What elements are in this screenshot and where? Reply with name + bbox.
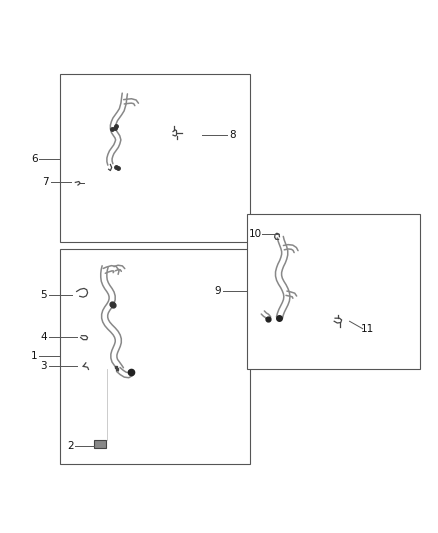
- Text: 6: 6: [31, 154, 38, 164]
- Bar: [60, 249, 250, 464]
- Text: 4: 4: [40, 332, 47, 342]
- Text: 10: 10: [248, 229, 261, 239]
- FancyBboxPatch shape: [94, 440, 106, 448]
- Text: 1: 1: [31, 351, 38, 361]
- Text: 2: 2: [67, 441, 74, 451]
- Bar: [60, 74, 250, 243]
- Text: 7: 7: [42, 176, 49, 187]
- Text: 8: 8: [229, 130, 236, 140]
- Text: 5: 5: [40, 290, 47, 301]
- Text: 11: 11: [361, 324, 374, 334]
- Text: 3: 3: [40, 361, 47, 372]
- Bar: [247, 214, 420, 369]
- Text: 9: 9: [214, 286, 221, 296]
